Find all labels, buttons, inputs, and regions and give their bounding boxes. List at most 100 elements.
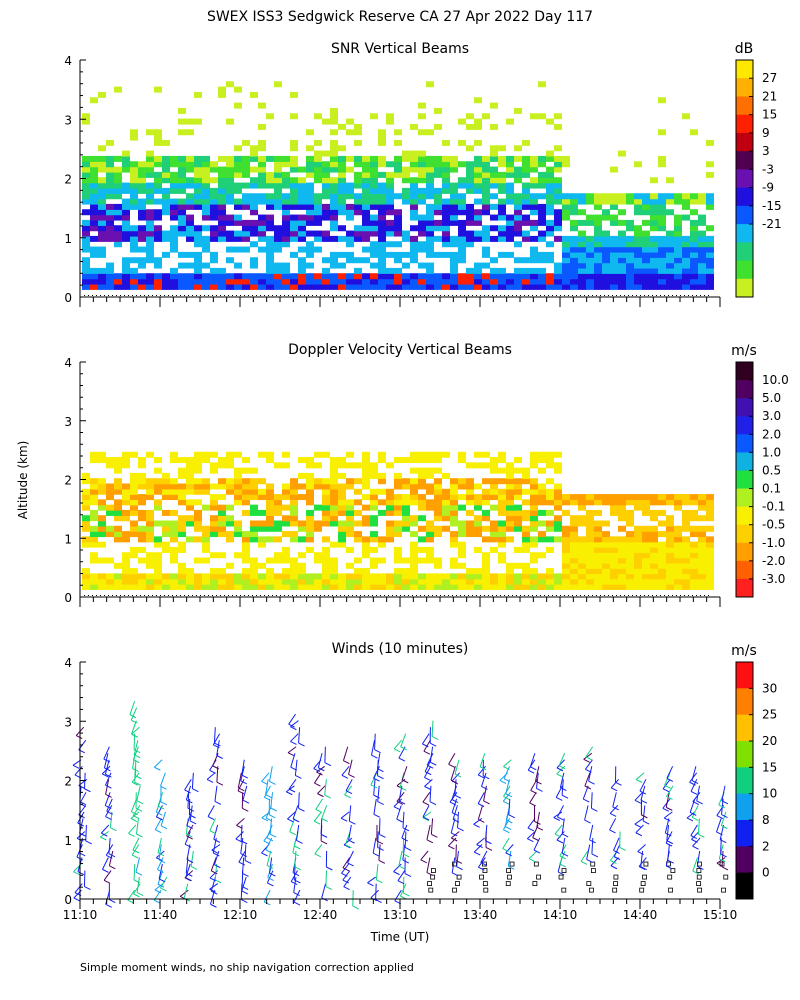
velocity-cell — [370, 494, 378, 501]
velocity-cell — [698, 552, 706, 559]
snr-cell — [530, 203, 538, 210]
velocity-cell — [618, 509, 626, 516]
wind-barb — [74, 765, 83, 776]
snr-cell — [658, 262, 666, 269]
snr-cell — [114, 182, 122, 189]
snr-cell — [402, 283, 410, 290]
velocity-cell — [402, 525, 410, 532]
wind-barb-flag — [155, 829, 162, 834]
wind-barb — [76, 831, 86, 839]
snr-cell — [586, 273, 594, 280]
velocity-cell — [690, 546, 698, 553]
velocity-cell — [242, 494, 250, 501]
wind-barb-flag — [556, 773, 563, 778]
wind-barb-flag — [84, 788, 91, 793]
wind-barb — [372, 837, 377, 854]
snr-cell — [202, 193, 210, 200]
colorbar-swatch — [736, 506, 753, 526]
snr-cell — [274, 225, 282, 232]
velocity-cell — [242, 499, 250, 506]
velocity-cell — [578, 504, 586, 511]
snr-cell — [570, 267, 578, 274]
velocity-cell — [298, 525, 306, 532]
snr-cell — [706, 267, 714, 274]
snr-cell — [378, 251, 386, 258]
snr-cell — [418, 219, 426, 226]
snr-cell — [594, 262, 602, 269]
snr-cell — [370, 177, 378, 184]
snr-cell — [186, 166, 194, 173]
snr-cell — [642, 230, 650, 237]
snr-cell — [258, 273, 266, 280]
wind-barb-flag — [288, 788, 296, 793]
snr-cell — [418, 102, 426, 109]
colorbar-label: 15 — [762, 760, 777, 774]
wind-barb-flag — [324, 794, 331, 799]
velocity-cell — [594, 578, 602, 585]
calm-marker — [643, 861, 649, 867]
velocity-cell — [370, 562, 378, 569]
velocity-cell — [202, 488, 210, 495]
snr-cell — [178, 166, 186, 173]
velocity-cell — [522, 531, 530, 538]
snr-cell — [450, 219, 458, 226]
snr-cell — [194, 257, 202, 264]
snr-cell — [242, 283, 250, 290]
snr-cell — [546, 187, 554, 194]
snr-cell — [706, 235, 714, 242]
snr-cell — [98, 230, 106, 237]
velocity-cell — [530, 573, 538, 580]
snr-cell — [274, 230, 282, 237]
velocity-cell — [650, 541, 658, 548]
velocity-cell — [258, 536, 266, 543]
snr-cell — [338, 166, 346, 173]
snr-cell — [82, 283, 90, 290]
velocity-cell — [170, 583, 178, 590]
snr-cell — [162, 166, 170, 173]
velocity-cell — [530, 578, 538, 585]
velocity-cell — [602, 546, 610, 553]
wind-barb-flag — [692, 870, 700, 875]
colorbar-label: 10 — [762, 787, 777, 801]
snr-cell — [106, 219, 114, 226]
wind-barb — [130, 707, 138, 721]
velocity-cell — [434, 504, 442, 511]
velocity-cell — [514, 483, 522, 490]
velocity-cell — [530, 457, 538, 464]
snr-cell — [322, 230, 330, 237]
velocity-cell — [642, 504, 650, 511]
snr-cell — [306, 171, 314, 178]
snr-cell — [698, 193, 706, 200]
snr-cell — [98, 182, 106, 189]
snr-cell — [498, 235, 506, 242]
velocity-cell — [138, 499, 146, 506]
velocity-cell — [122, 457, 130, 464]
velocity-cell — [626, 515, 634, 522]
calm-marker — [697, 887, 703, 893]
colorbar-label: 1.0 — [762, 445, 781, 459]
wind-barb-flag — [131, 733, 138, 738]
snr-cell — [498, 203, 506, 210]
snr-cell — [378, 182, 386, 189]
snr-cell — [394, 161, 402, 168]
velocity-cell — [634, 504, 642, 511]
snr-cell — [434, 283, 442, 290]
snr-cell — [290, 166, 298, 173]
snr-cell — [458, 139, 466, 146]
colorbar-swatch — [736, 741, 753, 768]
velocity-cell — [82, 568, 90, 575]
snr-cell — [690, 241, 698, 248]
x-tick-label: 14:10 — [543, 908, 578, 922]
velocity-cell — [418, 494, 426, 501]
velocity-cell — [274, 520, 282, 527]
wind-barb — [324, 746, 326, 763]
velocity-cell — [90, 494, 98, 501]
wind-barb — [692, 857, 698, 872]
snr-cell — [522, 182, 530, 189]
wind-barb-flag — [448, 763, 455, 768]
snr-cell — [114, 86, 122, 93]
snr-cell — [674, 230, 682, 237]
wind-barb-flag — [662, 788, 670, 793]
wind-barb-flag — [209, 877, 217, 882]
velocity-cell — [674, 583, 682, 590]
